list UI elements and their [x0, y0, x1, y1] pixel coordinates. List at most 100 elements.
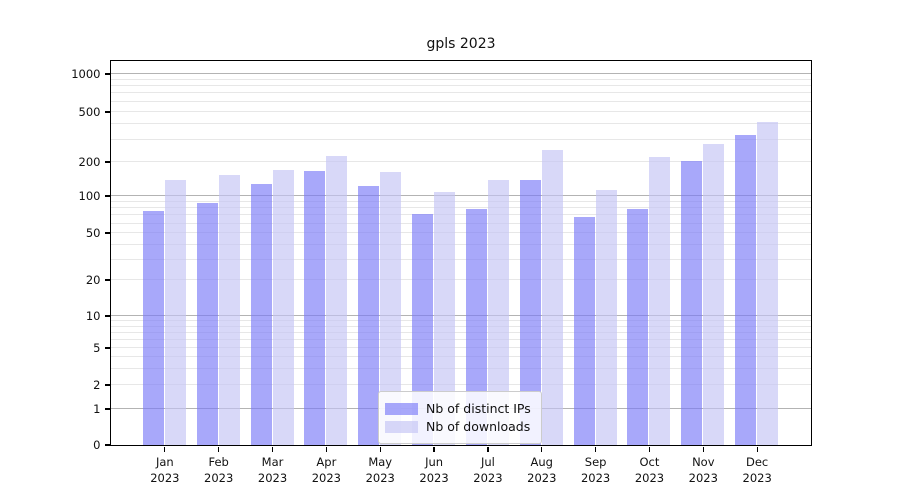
x-tick-mark-sep [595, 446, 597, 452]
bar-distinct-ips-jan-2023 [142, 210, 164, 445]
y-tick-mark-1000 [104, 73, 110, 75]
gridline-minor-3 [110, 368, 811, 369]
y-tick-mark-5 [104, 347, 110, 349]
gridline-minor-2 [110, 384, 811, 385]
gridline-minor-300 [110, 139, 811, 140]
x-tick-label-jul-2023: Jul 2023 [473, 455, 503, 485]
gridline-minor-20 [110, 279, 811, 280]
bar-distinct-ips-dec-2023 [735, 134, 757, 445]
bar-distinct-ips-may-2023 [358, 185, 380, 445]
x-tick-label-oct-2023: Oct 2023 [634, 455, 665, 485]
y-tick-mark-2 [104, 384, 110, 386]
bar-downloads-may-2023 [380, 171, 402, 445]
bar-distinct-ips-nov-2023 [681, 160, 703, 445]
gridline-minor-40 [110, 244, 811, 245]
y-tick-label-1: 1 [93, 402, 101, 416]
gridline-minor-9 [110, 320, 811, 321]
x-tick-label-dec-2023: Dec 2023 [742, 455, 772, 485]
x-tick-mark-may [379, 446, 381, 452]
bar-downloads-nov-2023 [703, 143, 725, 445]
y-tick-label-5: 5 [93, 341, 101, 355]
x-tick-label-nov-2023: Nov 2023 [688, 455, 718, 485]
bar-downloads-feb-2023 [218, 174, 240, 445]
bar-downloads-aug-2023 [541, 149, 563, 445]
x-tick-mark-oct [648, 446, 651, 452]
x-tick-label-may-2023: May 2023 [365, 455, 395, 485]
x-tick-mark-feb [218, 446, 220, 452]
bar-distinct-ips-jun-2023 [412, 213, 434, 445]
gridline-minor-80 [110, 207, 811, 208]
gridline-minor-50 [110, 232, 811, 233]
bar-distinct-ips-apr-2023 [304, 170, 326, 445]
gridline-minor-800 [110, 85, 811, 86]
gridline-minor-30 [110, 259, 811, 260]
legend-label-1: Nb of downloads [426, 419, 531, 434]
bar-distinct-ips-mar-2023 [250, 183, 272, 445]
x-tick-mark-mar [271, 446, 274, 452]
y-tick-mark-50 [104, 232, 110, 234]
y-tick-label-200: 200 [78, 155, 101, 169]
x-tick-mark-dec [756, 446, 758, 452]
bar-distinct-ips-aug-2023 [519, 179, 541, 445]
bar-downloads-jan-2023 [164, 179, 186, 445]
legend-label-0: Nb of distinct IPs [426, 401, 531, 416]
x-tick-label-jan-2023: Jan 2023 [150, 455, 180, 485]
y-tick-mark-500 [104, 111, 110, 113]
chart-title: gpls 2023 [426, 36, 496, 52]
y-tick-label-2: 2 [93, 378, 101, 392]
x-tick-label-jun-2023: Jun 2023 [419, 455, 449, 485]
y-tick-label-20: 20 [85, 273, 101, 287]
legend-item-1: Nb of downloads [385, 419, 531, 434]
bar-downloads-mar-2023 [272, 169, 294, 445]
gridline-minor-70 [110, 214, 811, 215]
x-tick-label-aug-2023: Aug 2023 [527, 455, 557, 485]
gridline-minor-60 [110, 223, 811, 224]
bar-downloads-jul-2023 [487, 179, 509, 445]
y-tick-mark-1 [104, 408, 110, 410]
gridline-minor-90 [110, 201, 811, 202]
plot-area [109, 59, 812, 446]
y-tick-label-1000: 1000 [71, 67, 101, 81]
legend-swatch-0 [385, 402, 418, 415]
x-tick-label-mar-2023: Mar 2023 [257, 455, 288, 485]
y-tick-mark-20 [104, 279, 110, 281]
y-tick-mark-10 [104, 315, 110, 317]
y-tick-label-50: 50 [85, 226, 101, 240]
gridline-minor-6 [110, 339, 811, 340]
legend-swatch-1 [385, 420, 418, 433]
y-tick-label-0: 0 [93, 438, 101, 452]
bar-distinct-ips-oct-2023 [627, 208, 649, 445]
gridline-minor-600 [110, 101, 811, 102]
bar-downloads-apr-2023 [326, 155, 348, 445]
x-tick-label-sep-2023: Sep 2023 [580, 455, 611, 485]
x-tick-mark-jul [487, 446, 489, 452]
x-tick-mark-apr [325, 446, 327, 452]
legend: Nb of distinct IPs Nb of downloads [378, 391, 542, 444]
x-tick-mark-jun [433, 446, 435, 452]
bar-distinct-ips-jul-2023 [465, 208, 487, 445]
y-tick-label-10: 10 [85, 309, 101, 323]
gridline-major-100 [110, 195, 811, 196]
gridline-minor-5 [110, 347, 811, 348]
gridline-minor-7 [110, 332, 811, 333]
y-tick-label-500: 500 [78, 105, 101, 119]
bar-downloads-jun-2023 [434, 191, 456, 445]
y-tick-label-100: 100 [78, 189, 101, 203]
x-tick-label-feb-2023: Feb 2023 [204, 455, 234, 485]
x-tick-mark-aug [541, 446, 543, 452]
y-tick-mark-200 [104, 161, 110, 163]
bar-downloads-dec-2023 [757, 121, 779, 445]
bar-distinct-ips-sep-2023 [573, 216, 595, 445]
gridline-minor-400 [110, 123, 811, 124]
gridline-minor-8 [110, 326, 811, 327]
gridline-minor-900 [110, 79, 811, 80]
bar-downloads-sep-2023 [595, 189, 617, 445]
bar-distinct-ips-feb-2023 [196, 202, 218, 445]
y-tick-mark-100 [104, 195, 110, 197]
gridline-minor-200 [110, 161, 811, 162]
x-tick-label-apr-2023: Apr 2023 [311, 455, 342, 485]
bar-downloads-oct-2023 [649, 156, 671, 445]
gridline-minor-500 [110, 111, 811, 112]
x-tick-mark-nov [702, 446, 704, 452]
